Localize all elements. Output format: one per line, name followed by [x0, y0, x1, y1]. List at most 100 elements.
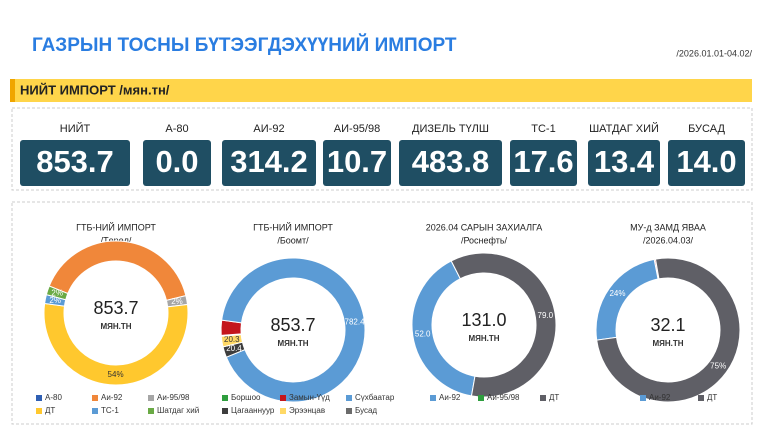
slice-label: 20.3 [224, 335, 240, 344]
legend-swatch [148, 408, 154, 414]
chart-subtitle: /Боомт/ [277, 235, 309, 245]
period: /2026.01.01-04.02/ [676, 48, 752, 58]
legend-label: ДТ [45, 406, 55, 415]
slice-label: 52.0 [415, 329, 431, 338]
donut-slice [595, 258, 659, 341]
summary-title: НИЙТ ИМПОРТ /мян.тн/ [20, 82, 170, 97]
center-value: 131.0 [461, 310, 506, 330]
legend-swatch [92, 395, 98, 401]
slice-label: 2% [51, 289, 63, 298]
slice-label: 24% [609, 289, 625, 298]
donut-slice [48, 240, 187, 302]
legend-swatch [280, 408, 286, 414]
chart-title: 2026.04 САРЫН ЗАХИАЛГА [426, 222, 543, 232]
legend-swatch [36, 408, 42, 414]
legend-label: Аи-92 [649, 393, 671, 402]
kpi-tile [222, 140, 316, 186]
summary-banner [10, 79, 752, 102]
legend-label: Аи-92 [439, 393, 461, 402]
kpi-value: 17.6 [513, 144, 573, 179]
center-value: 853.7 [270, 315, 315, 335]
legend-swatch [698, 395, 704, 401]
kpi-tile [668, 140, 745, 186]
legend-swatch [222, 408, 228, 414]
slice-label: 75% [710, 362, 726, 371]
legend-swatch [346, 395, 352, 401]
center-unit: МЯН.ТН [652, 339, 683, 348]
kpi-tile [143, 140, 211, 186]
legend-label: А-80 [45, 393, 62, 402]
legend-label: Эрээнцав [289, 406, 325, 415]
legend-swatch [92, 408, 98, 414]
legend-swatch [346, 408, 352, 414]
kpi-value: 10.7 [327, 144, 387, 179]
donut-slice [221, 257, 366, 403]
chart-subtitle: /Төрөл/ [101, 235, 132, 245]
kpi-panel [11, 107, 753, 191]
legend-label: Замын-Үүд [289, 393, 330, 402]
donut-slice [45, 285, 69, 301]
kpi-tile [588, 140, 660, 186]
center-unit: МЯН.ТН [468, 334, 499, 343]
kpi-label: НИЙТ [60, 122, 91, 135]
kpi-value: 314.2 [230, 144, 308, 179]
donut-slice [220, 333, 244, 348]
legend-swatch [36, 395, 42, 401]
legend-label: Аи-95/98 [487, 393, 520, 402]
center-value: 32.1 [650, 315, 685, 335]
chart-title: МУ-д ЗАМД ЯВАА [630, 222, 706, 232]
chart-title: ГТБ-НИЙ ИМПОРТ [253, 221, 333, 232]
legend-label: Аи-95/98 [157, 393, 190, 402]
kpi-label: АИ-92 [253, 123, 284, 135]
page-title: ГАЗРЫН ТОСНЫ БҮТЭЭГДЭХҮҮНИЙ ИМПОРТ [32, 34, 457, 56]
slice-label: 782.4 [345, 317, 366, 326]
kpi-tile [510, 140, 577, 186]
kpi-label: ШАТДАГ ХИЙ [589, 122, 659, 135]
kpi-label: ТС-1 [531, 123, 555, 135]
slice-label: 54% [108, 370, 124, 379]
legend-label: Аи-92 [101, 393, 123, 402]
legend-swatch [430, 395, 436, 401]
donut-slice [596, 257, 741, 403]
kpi-label: БУСАД [688, 123, 725, 135]
donut-slice [43, 302, 189, 386]
legend-label: ТС-1 [101, 406, 119, 415]
kpi-tile [20, 140, 130, 186]
center-unit: МЯН.ТН [100, 322, 131, 331]
kpi-value: 0.0 [155, 144, 198, 179]
slice-label: 79.0 [538, 311, 554, 320]
legend-swatch [148, 395, 154, 401]
legend-label: Шатдаг хий [157, 406, 199, 415]
banner-accent [10, 79, 15, 102]
kpi-tile [399, 140, 502, 186]
legend-label: Бусад [355, 406, 377, 415]
center-unit: МЯН.ТН [277, 339, 308, 348]
legend-label: Сүхбаатар [355, 393, 395, 402]
legend-swatch [280, 395, 286, 401]
center-value: 853.7 [93, 298, 138, 318]
kpi-label: ДИЗЕЛЬ ТҮЛШ [412, 123, 489, 135]
legend-label: Боршоо [231, 393, 261, 402]
legend-swatch [222, 395, 228, 401]
chart-panel [11, 201, 753, 425]
chart-subtitle: /2026.04.03/ [643, 235, 694, 245]
chart-title: ГТБ-НИЙ ИМПОРТ [76, 221, 156, 232]
chart-subtitle: /Роснефть/ [461, 235, 508, 245]
kpi-tile [323, 140, 391, 186]
kpi-value: 483.8 [412, 144, 490, 179]
kpi-value: 853.7 [36, 144, 114, 179]
legend-label: ДТ [707, 393, 717, 402]
legend-label: Цагааннуур [231, 406, 275, 415]
kpi-value: 14.0 [676, 144, 736, 179]
legend-label: ДТ [549, 393, 559, 402]
slice-label: 2% [49, 296, 61, 305]
slice-label: 2% [171, 297, 183, 306]
legend-swatch [478, 395, 484, 401]
kpi-label: А-80 [165, 123, 188, 135]
legend-swatch [640, 395, 646, 401]
legend-swatch [540, 395, 546, 401]
slice-label: 20.4 [226, 344, 242, 353]
kpi-value: 13.4 [594, 144, 655, 179]
kpi-label: АИ-95/98 [334, 123, 380, 135]
